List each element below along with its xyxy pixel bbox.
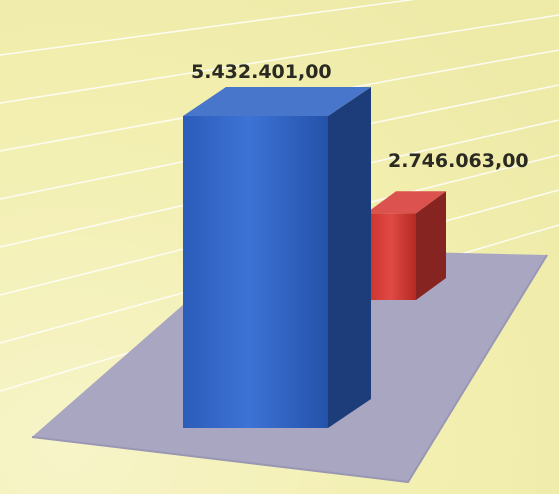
bar-0-side [328,87,371,428]
floor-edge [31,254,548,484]
data-label-0: 5.432.401,00 [191,61,332,83]
gridline [0,14,559,104]
data-label-1: 2.746.063,00 [388,150,529,172]
bar-1-side [416,191,446,300]
gridline [0,0,416,56]
bar-0-top [183,87,371,116]
bar-1-top [366,191,446,214]
bar-0 [183,116,328,428]
bar-1 [366,213,416,300]
bars [183,87,446,428]
